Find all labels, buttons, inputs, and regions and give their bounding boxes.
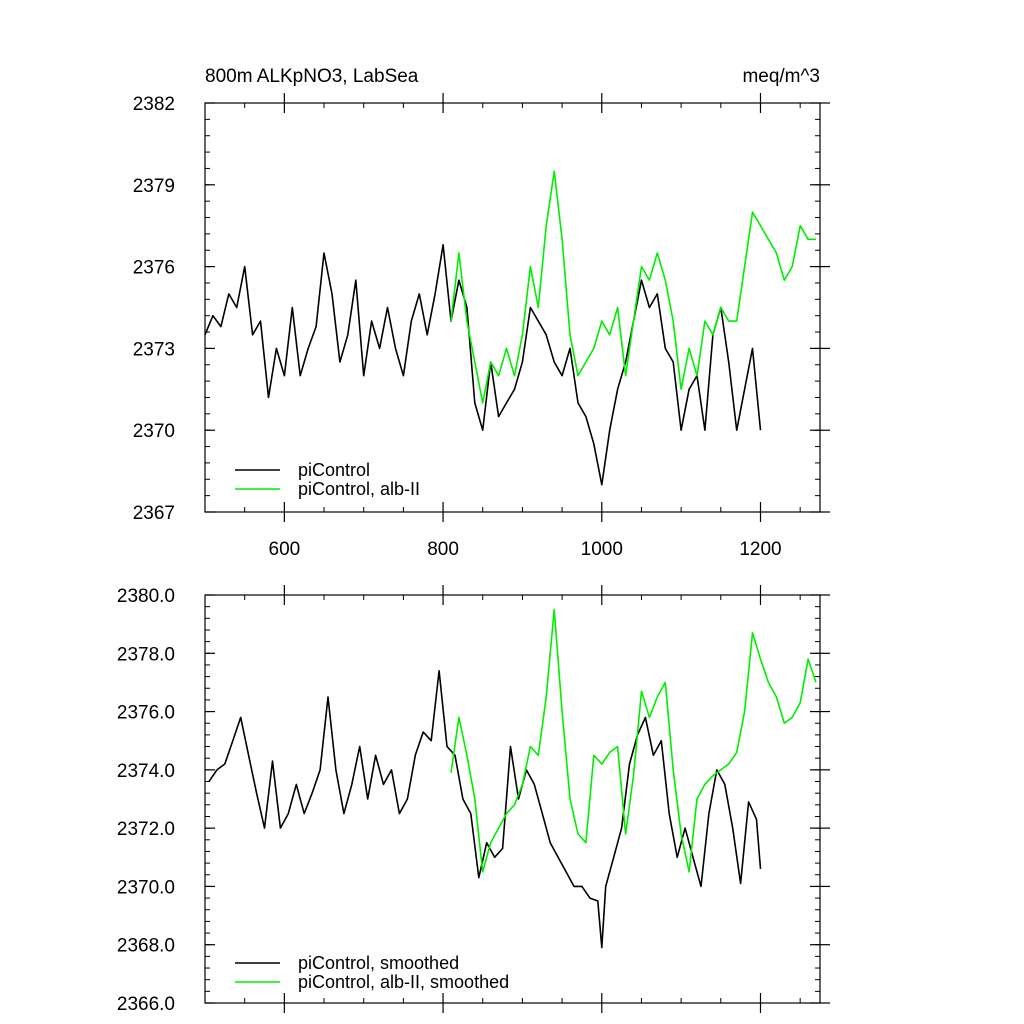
legend-label: piControl, alb-II, smoothed bbox=[298, 972, 509, 992]
axis-ticks: 2366.0 2368.0 2370.0 2372.0 2374.0 2376.0 2378… bbox=[117, 585, 830, 1015]
y-tick-label: 2380.0 bbox=[117, 586, 175, 607]
panel-title: 800m ALKpNO3, LabSea bbox=[205, 66, 419, 87]
top-panel: 800m ALKpNO3, LabSea meq/m^3 600 800 1000 1… bbox=[133, 66, 830, 560]
x-tick-label: 800 bbox=[427, 539, 459, 560]
y-tick-label: 2370 bbox=[133, 421, 175, 442]
y-tick-label: 2370.0 bbox=[117, 877, 175, 898]
plot-frame bbox=[204, 102, 821, 513]
plot-frame bbox=[204, 594, 821, 1004]
x-tick-label: 1000 bbox=[581, 539, 623, 560]
y-tick-label: 2368.0 bbox=[117, 936, 175, 957]
y-tick-label: 2373 bbox=[133, 339, 175, 360]
y-tick-label: 2382 bbox=[133, 94, 175, 115]
y-tick-label: 2376.0 bbox=[117, 703, 175, 724]
y-tick-label: 2366.0 bbox=[117, 994, 175, 1015]
legend-label: piControl, alb-II bbox=[298, 479, 420, 499]
x-tick-label: 600 bbox=[269, 539, 301, 560]
y-tick-label: 2372.0 bbox=[117, 819, 175, 840]
legend-label: piControl, smoothed bbox=[298, 953, 459, 973]
series-lines bbox=[204, 170, 816, 486]
series-lines bbox=[208, 608, 817, 949]
units-label: meq/m^3 bbox=[742, 66, 820, 87]
series-line-0 bbox=[204, 244, 762, 486]
series-line-1 bbox=[450, 170, 816, 404]
y-tick-label: 2379 bbox=[133, 176, 175, 197]
series-line-0 bbox=[208, 669, 762, 949]
x-tick-label: 1200 bbox=[739, 539, 781, 560]
legend-label: piControl bbox=[298, 460, 370, 480]
bottom-panel: 2366.0 2368.0 2370.0 2372.0 2374.0 2376.0 2378… bbox=[117, 585, 830, 1015]
y-tick-label: 2367 bbox=[133, 503, 175, 524]
y-tick-label: 2378.0 bbox=[117, 644, 175, 665]
y-tick-label: 2374.0 bbox=[117, 761, 175, 782]
series-line-1 bbox=[450, 608, 817, 873]
y-tick-label: 2376 bbox=[133, 258, 175, 279]
axis-ticks: 600 800 1000 1200 2367 2370 2373 2376 2379 2382 bbox=[133, 93, 830, 560]
